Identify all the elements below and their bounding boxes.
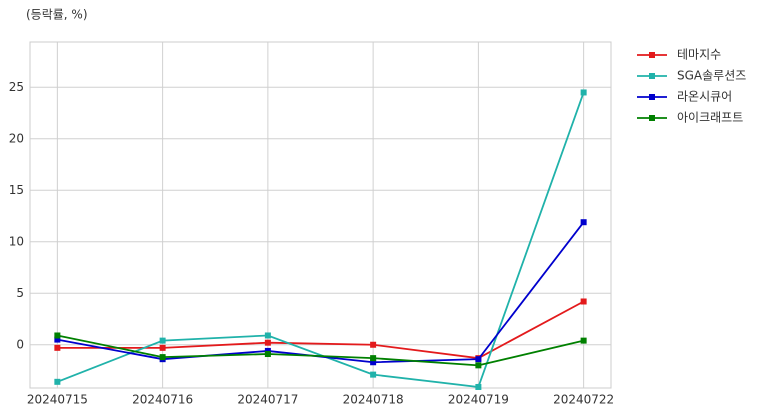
- point: [370, 371, 377, 378]
- y-tick-label: 20: [9, 131, 24, 145]
- x-tick-label: 20240717: [237, 393, 298, 407]
- point: [54, 344, 61, 351]
- x-tick-label: 20240718: [343, 393, 404, 407]
- point: [370, 359, 377, 366]
- point: [264, 351, 271, 358]
- x-tick-label: 20240722: [553, 393, 614, 407]
- point: [475, 356, 482, 363]
- y-tick-label: 10: [9, 234, 24, 248]
- point: [264, 339, 271, 346]
- series-line: [57, 334, 584, 367]
- legend-marker: [649, 73, 655, 79]
- y-tick-label: 5: [16, 286, 24, 300]
- point: [475, 362, 482, 369]
- y-tick-label: 0: [16, 337, 24, 351]
- point: [264, 347, 271, 354]
- x-tick-label: 20240716: [132, 393, 193, 407]
- point: [264, 332, 271, 339]
- legend-label: 라온시큐어: [677, 90, 732, 104]
- x-tick-label: 20240715: [27, 393, 88, 407]
- point: [159, 354, 166, 361]
- x-tick-label: 20240719: [448, 393, 509, 407]
- point: [580, 298, 587, 305]
- point: [580, 89, 587, 96]
- point: [54, 378, 61, 385]
- point: [475, 383, 482, 390]
- plot-area: [29, 41, 612, 389]
- point: [370, 355, 377, 362]
- point: [159, 344, 166, 351]
- point: [580, 337, 587, 344]
- y-tick-label: 15: [9, 183, 24, 197]
- legend-marker: [649, 115, 655, 121]
- legend-label: SGA솔루션즈: [677, 69, 746, 83]
- legend-marker: [649, 52, 655, 58]
- series-line: [57, 300, 585, 360]
- legend-marker: [649, 94, 655, 100]
- legend-label: 아이크래프트: [677, 111, 743, 125]
- point: [159, 337, 166, 344]
- chart-title: (등락률, %): [26, 8, 88, 22]
- point: [54, 336, 61, 343]
- series-line: [57, 221, 585, 364]
- point: [54, 332, 61, 339]
- legend-label: 테마지수: [677, 48, 721, 62]
- series-line: [57, 92, 585, 388]
- y-tick-label: 25: [9, 80, 24, 94]
- point: [580, 219, 587, 226]
- point: [370, 341, 377, 348]
